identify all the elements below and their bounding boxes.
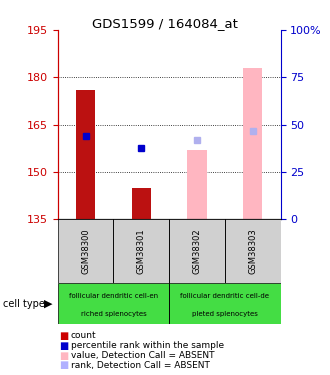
Text: count: count	[71, 332, 97, 340]
Text: GSM38301: GSM38301	[137, 228, 146, 274]
Text: percentile rank within the sample: percentile rank within the sample	[71, 341, 224, 350]
Text: ▶: ▶	[44, 299, 52, 309]
Text: value, Detection Call = ABSENT: value, Detection Call = ABSENT	[71, 351, 214, 360]
Text: ■: ■	[59, 351, 69, 360]
Bar	[169, 219, 225, 283]
Bar	[58, 219, 114, 283]
Text: ■: ■	[59, 341, 69, 351]
Bar	[243, 68, 262, 219]
Text: GSM38303: GSM38303	[248, 228, 257, 274]
Text: follicular dendritic cell-de: follicular dendritic cell-de	[180, 292, 269, 298]
Bar	[169, 283, 280, 324]
Bar	[132, 188, 151, 219]
Text: GSM38302: GSM38302	[192, 228, 202, 274]
Text: GDS1599 / 164084_at: GDS1599 / 164084_at	[92, 17, 238, 30]
Text: follicular dendritic cell-en: follicular dendritic cell-en	[69, 292, 158, 298]
Bar	[114, 219, 169, 283]
Text: riched splenocytes: riched splenocytes	[81, 311, 146, 317]
Text: ■: ■	[59, 331, 69, 341]
Bar	[76, 90, 95, 219]
Bar	[58, 283, 169, 324]
Text: rank, Detection Call = ABSENT: rank, Detection Call = ABSENT	[71, 361, 210, 370]
Bar	[187, 150, 207, 219]
Text: GSM38300: GSM38300	[81, 228, 90, 274]
Text: cell type: cell type	[3, 299, 45, 309]
Text: pleted splenocytes: pleted splenocytes	[192, 311, 258, 317]
Bar	[225, 219, 280, 283]
Text: ■: ■	[59, 360, 69, 370]
